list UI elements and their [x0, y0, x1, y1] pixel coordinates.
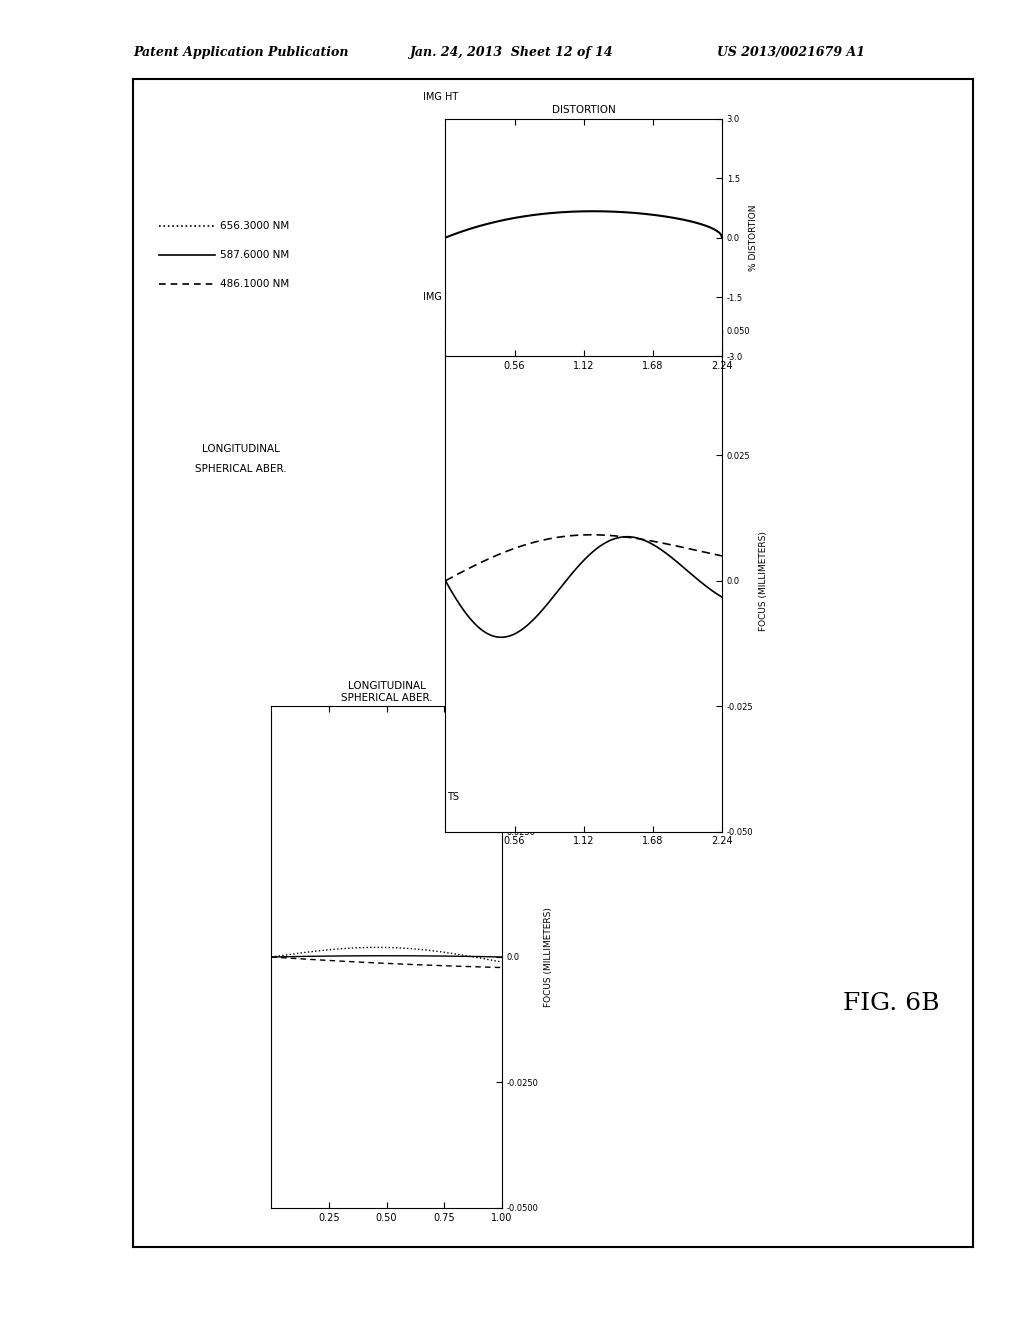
- Text: 486.1000 NM: 486.1000 NM: [220, 279, 290, 289]
- Text: Patent Application Publication: Patent Application Publication: [133, 46, 348, 59]
- Text: FIG. 6B: FIG. 6B: [843, 991, 939, 1015]
- Text: Jan. 24, 2013  Sheet 12 of 14: Jan. 24, 2013 Sheet 12 of 14: [410, 46, 613, 59]
- Text: IMG HT: IMG HT: [423, 92, 459, 102]
- Y-axis label: FOCUS (MILLIMETERS): FOCUS (MILLIMETERS): [544, 907, 553, 1007]
- Text: LONGITUDINAL: LONGITUDINAL: [202, 444, 280, 454]
- Title: DISTORTION: DISTORTION: [552, 106, 615, 115]
- Y-axis label: FOCUS (MILLIMETERS): FOCUS (MILLIMETERS): [759, 531, 768, 631]
- Text: TS: TS: [446, 792, 459, 801]
- Title: ASTIGMATIC
FIELD CURVES: ASTIGMATIC FIELD CURVES: [547, 305, 621, 326]
- Text: 656.3000 NM: 656.3000 NM: [220, 220, 290, 231]
- Text: US 2013/0021679 A1: US 2013/0021679 A1: [717, 46, 865, 59]
- Title: LONGITUDINAL
SPHERICAL ABER.: LONGITUDINAL SPHERICAL ABER.: [341, 681, 432, 702]
- Text: 587.6000 NM: 587.6000 NM: [220, 249, 290, 260]
- Text: SPHERICAL ABER.: SPHERICAL ABER.: [195, 463, 287, 474]
- Text: IMG HT: IMG HT: [423, 292, 459, 302]
- Y-axis label: % DISTORTION: % DISTORTION: [749, 205, 758, 271]
